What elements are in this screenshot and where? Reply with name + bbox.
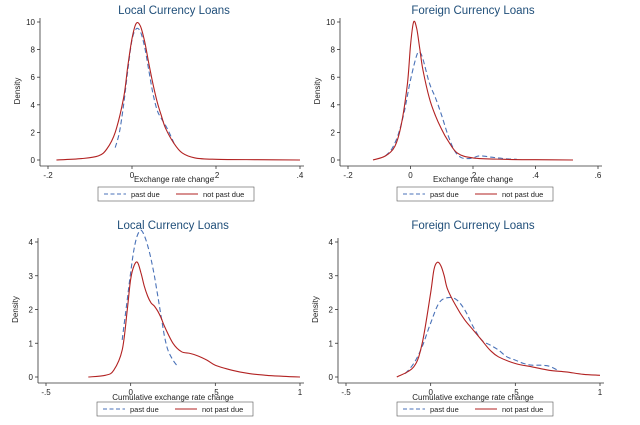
x-tick-label: -.5 — [341, 388, 351, 397]
y-tick-label: 4 — [329, 238, 334, 247]
legend-label: past due — [430, 405, 459, 414]
y-tick-label: 10 — [326, 18, 335, 27]
series-line-not-past-due — [372, 20, 574, 161]
y-tick-label: 0 — [329, 373, 334, 382]
x-tick-label: .2 — [213, 171, 220, 180]
y-tick-label: 1 — [329, 339, 334, 348]
x-tick-label: .5 — [212, 388, 219, 397]
x-tick-label: -.5 — [41, 388, 51, 397]
y-tick-label: 2 — [29, 306, 34, 315]
x-axis-label: Cumulative exchange rate change — [412, 393, 534, 402]
y-tick-label: 3 — [29, 272, 34, 281]
y-tick-label: 2 — [329, 306, 334, 315]
legend: past due not past due — [97, 186, 255, 202]
x-axis-label: Exchange rate change — [433, 175, 514, 184]
legend-label: not past due — [203, 190, 244, 199]
chart-title: Foreign Currency Loans — [411, 220, 535, 232]
chart-title: Foreign Currency Loans — [411, 5, 535, 17]
y-tick-label: 2 — [331, 128, 336, 137]
y-tick-label: 6 — [331, 73, 336, 82]
series-line-not-past-due — [396, 261, 601, 378]
y-tick-label: 8 — [331, 46, 336, 55]
y-tick-label: 0 — [331, 156, 336, 165]
chart-title: Local Currency Loans — [117, 220, 229, 232]
legend-label: past due — [130, 405, 159, 414]
y-tick-label: 4 — [31, 101, 36, 110]
y-tick-label: 6 — [31, 73, 36, 82]
legend-label: past due — [430, 190, 459, 199]
y-axis-label: Density — [13, 78, 22, 105]
y-tick-label: 1 — [29, 339, 34, 348]
legend-label: not past due — [202, 405, 243, 414]
legend-label: past due — [131, 190, 160, 199]
x-axis-label: Exchange rate change — [134, 175, 215, 184]
series-line-not-past-due — [56, 21, 301, 161]
y-tick-label: 4 — [29, 238, 34, 247]
chart-panel-2: Foreign Currency Loans 0 2 4 6 8 10 -.2 0 .2 .4 .6 E… — [313, 5, 602, 202]
y-tick-label: 8 — [31, 46, 36, 55]
series-line-past-due — [114, 27, 175, 148]
x-tick-label: .4 — [297, 171, 304, 180]
chart-title: Local Currency Loans — [118, 5, 230, 17]
x-tick-label: .6 — [595, 171, 602, 180]
y-tick-label: 4 — [331, 101, 336, 110]
legend-label: not past due — [502, 405, 543, 414]
legend: past due not past due — [396, 401, 554, 417]
y-tick-label: 0 — [29, 373, 34, 382]
x-tick-label: 0 — [130, 171, 135, 180]
legend: past due not past due — [396, 186, 554, 202]
x-tick-label: -.2 — [43, 171, 53, 180]
x-tick-label: .5 — [512, 388, 519, 397]
x-axis-label: Cumulative exchange rate change — [112, 393, 234, 402]
series-line-past-due — [385, 51, 517, 160]
x-tick-label: .2 — [470, 171, 477, 180]
y-axis-label: Density — [311, 296, 320, 323]
y-axis-label: Density — [11, 296, 20, 323]
x-tick-label: .4 — [532, 171, 539, 180]
x-tick-label: 1 — [598, 388, 603, 397]
y-axis-label: Density — [313, 78, 322, 105]
x-tick-label: 0 — [428, 388, 433, 397]
legend: past due not past due — [96, 401, 254, 417]
y-tick-label: 2 — [31, 128, 36, 137]
x-tick-label: 0 — [408, 171, 413, 180]
x-tick-label: 1 — [298, 388, 303, 397]
y-tick-label: 10 — [26, 18, 35, 27]
chart-panel-3: Local Currency Loans 0 1 2 3 4 -.5 0 .5 1 Cumulati… — [11, 220, 304, 417]
y-tick-label: 0 — [31, 156, 36, 165]
series-line-not-past-due — [88, 261, 301, 378]
chart-panel-1: Local Currency Loans 0 2 4 6 8 10 -.2 0 .2 .4 Excha… — [13, 5, 304, 202]
x-tick-label: 0 — [128, 388, 133, 397]
legend-label: not past due — [502, 190, 543, 199]
chart-panel-4: Foreign Currency Loans 0 1 2 3 4 -.5 0 .5 1 Cumula… — [311, 220, 604, 417]
series-line-past-due — [121, 229, 179, 368]
x-tick-label: -.2 — [343, 171, 353, 180]
y-tick-label: 3 — [329, 272, 334, 281]
